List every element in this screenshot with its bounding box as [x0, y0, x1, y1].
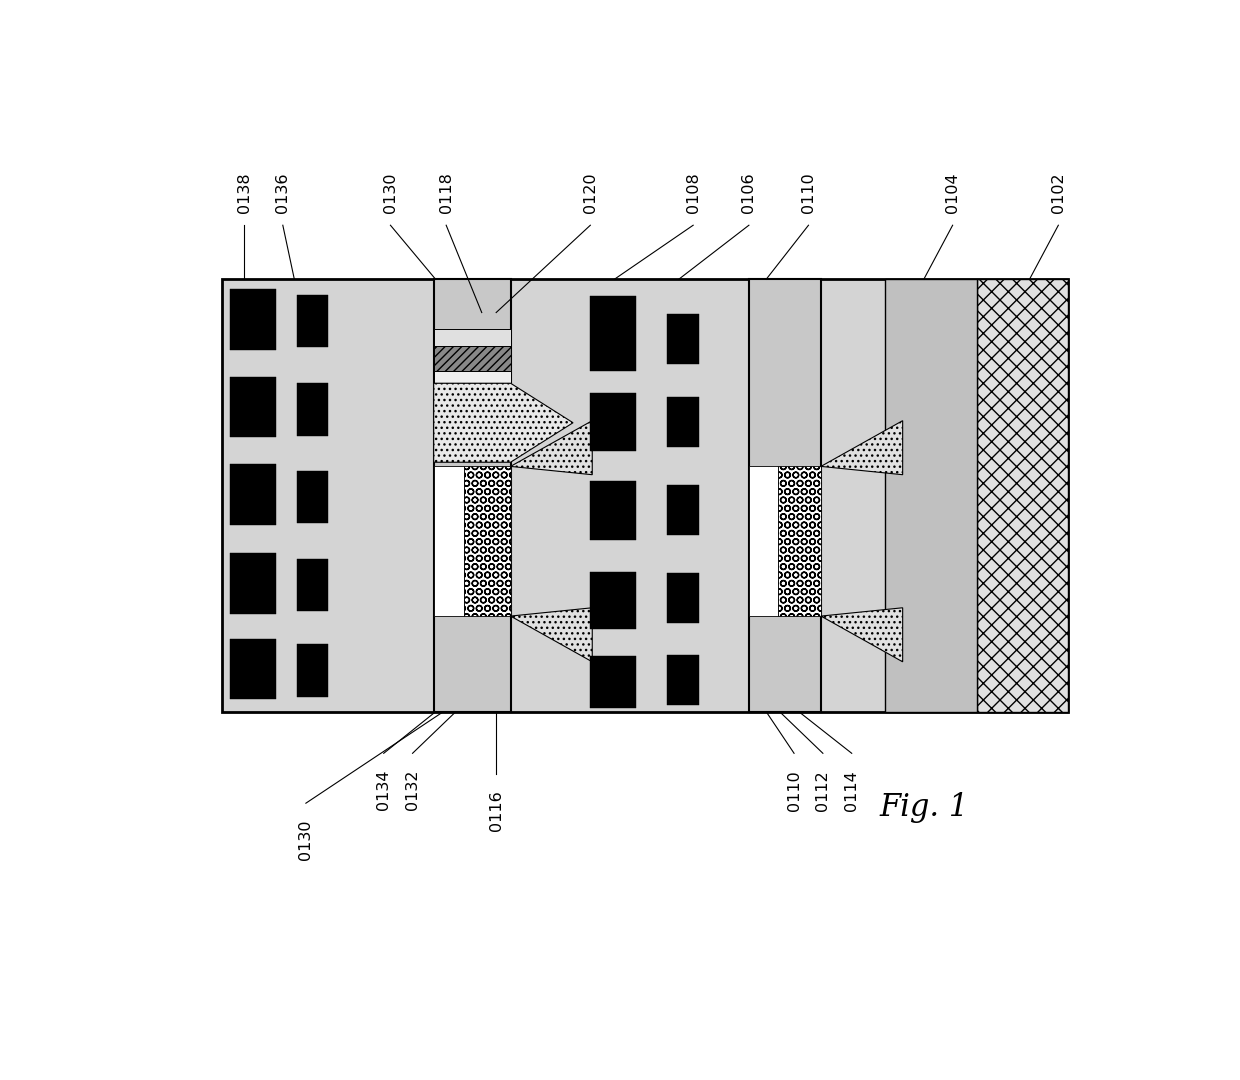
Text: 0116: 0116 [489, 791, 503, 832]
Text: 0120: 0120 [583, 172, 598, 213]
Bar [229, 553, 277, 613]
Bar [434, 346, 511, 370]
Text: 0112: 0112 [816, 770, 831, 811]
Bar [222, 280, 1068, 712]
Bar [298, 295, 327, 348]
Bar [977, 280, 1068, 712]
Bar [667, 572, 699, 623]
Text: 0130: 0130 [299, 820, 314, 861]
Text: 0134: 0134 [376, 770, 391, 810]
Bar [298, 645, 327, 697]
Text: 0130: 0130 [383, 172, 398, 213]
Bar [229, 377, 277, 437]
Text: 0110: 0110 [786, 770, 801, 811]
Bar [434, 370, 511, 383]
Text: 0108: 0108 [686, 172, 701, 213]
Text: 0118: 0118 [439, 172, 454, 213]
Bar [667, 485, 699, 535]
Bar [465, 467, 511, 616]
Polygon shape [821, 420, 903, 475]
Text: 0138: 0138 [237, 172, 252, 213]
Polygon shape [511, 420, 593, 475]
Bar [298, 558, 327, 611]
Text: Fig. 1: Fig. 1 [879, 792, 968, 823]
Bar [590, 296, 636, 370]
Polygon shape [511, 608, 593, 662]
Bar [434, 280, 511, 712]
Bar [229, 464, 277, 525]
Text: 0136: 0136 [275, 172, 290, 213]
Bar [749, 280, 821, 712]
Bar [590, 482, 636, 540]
Bar [298, 471, 327, 523]
Bar [434, 329, 511, 346]
Polygon shape [434, 383, 573, 462]
Bar [667, 314, 699, 364]
Text: 0104: 0104 [945, 172, 960, 213]
Bar [590, 572, 636, 629]
Bar [885, 280, 977, 712]
Bar [667, 397, 699, 447]
Bar [590, 393, 636, 451]
Bar [749, 467, 777, 616]
Polygon shape [821, 608, 903, 662]
Text: 0132: 0132 [405, 770, 420, 810]
Text: 0114: 0114 [844, 770, 859, 811]
Text: 0102: 0102 [1050, 172, 1066, 213]
Bar [590, 656, 636, 707]
Bar [298, 383, 327, 435]
Text: 0110: 0110 [801, 172, 816, 213]
Bar [777, 467, 821, 616]
Bar [434, 467, 465, 616]
Bar [229, 289, 277, 350]
Bar [667, 656, 699, 705]
Text: 0106: 0106 [742, 172, 756, 213]
Bar [229, 638, 277, 699]
